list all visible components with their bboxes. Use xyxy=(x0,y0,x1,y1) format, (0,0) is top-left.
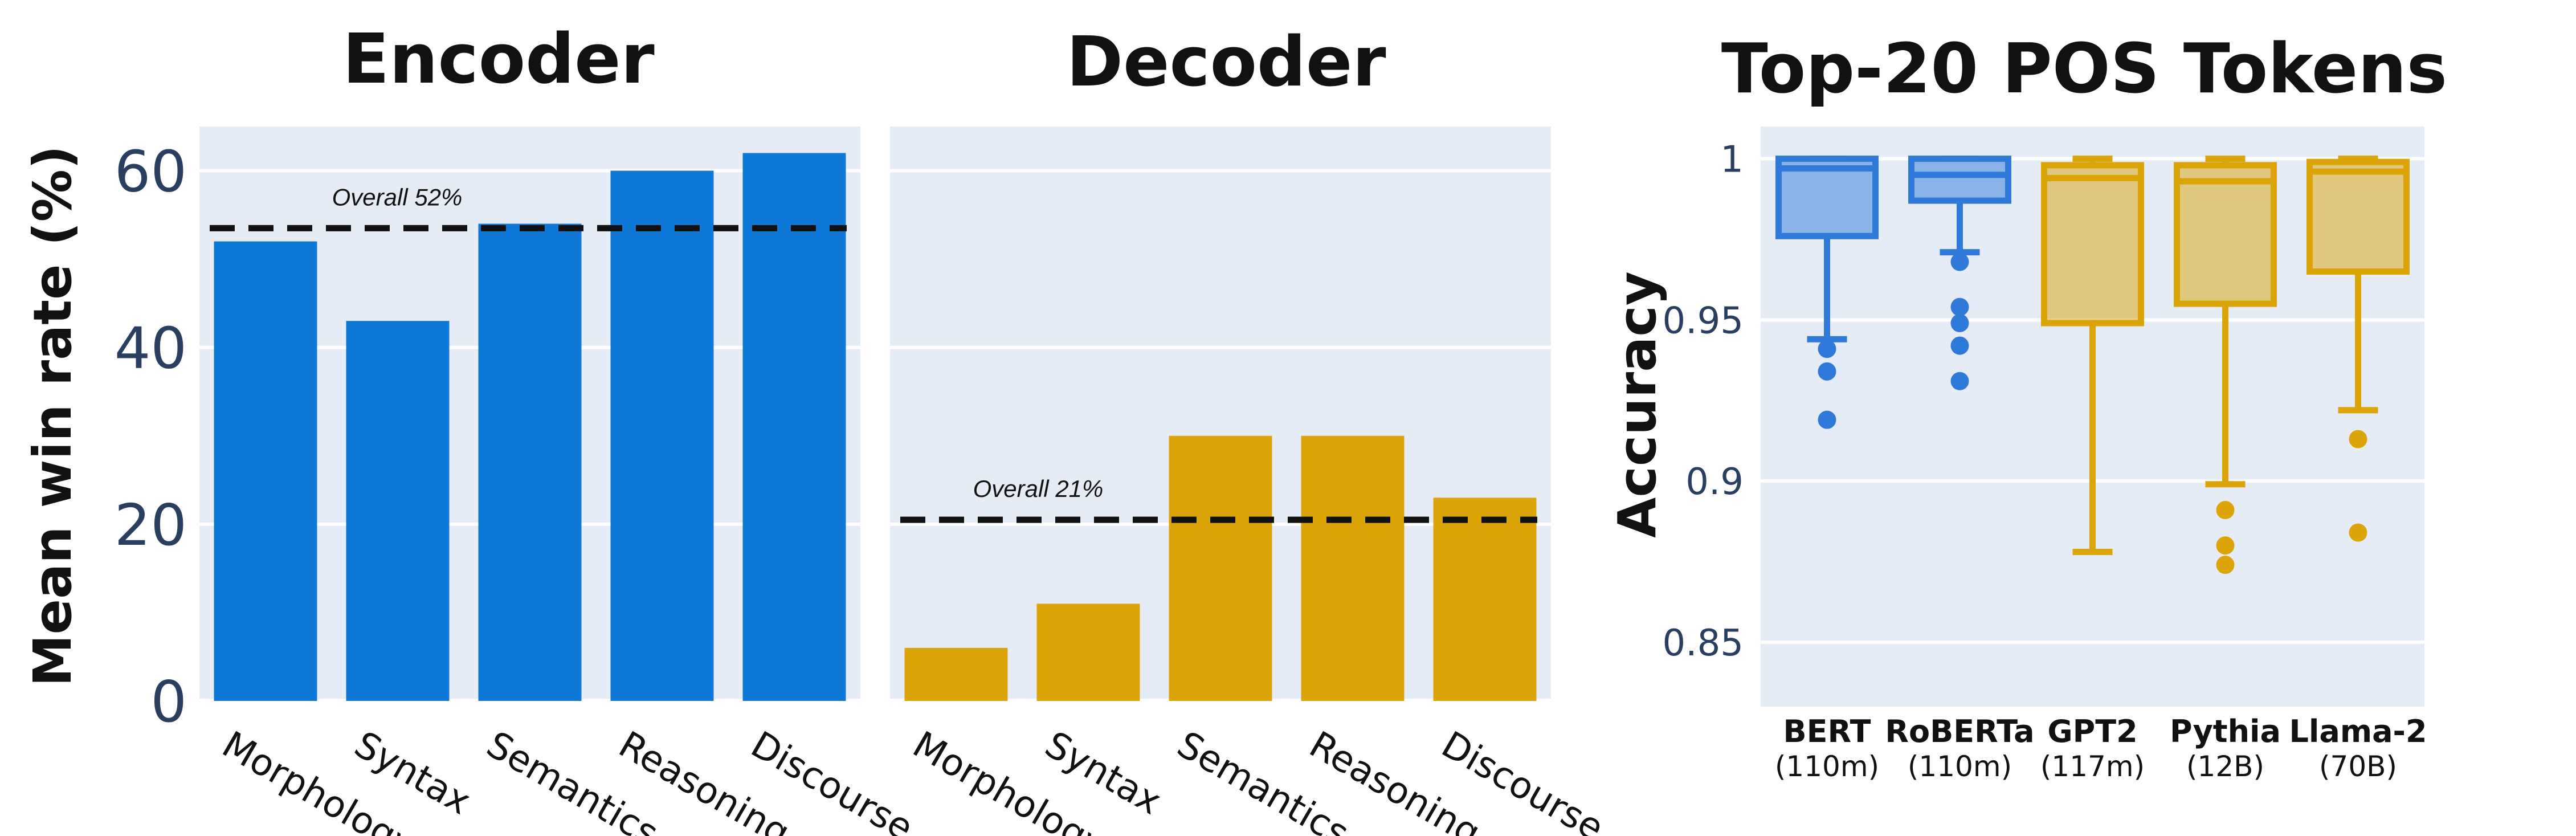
boxplot-x-tick-sublabel: (110m) xyxy=(1908,750,2012,783)
encoder-title: Encoder xyxy=(342,20,654,99)
box-iqr xyxy=(1775,156,1879,239)
box-outlier-point xyxy=(1818,340,1836,358)
encoder-y-axis-label: Mean win rate (%) xyxy=(22,145,83,687)
boxplot-x-tick-label: BERT xyxy=(1783,713,1871,749)
box-outlier-point xyxy=(1950,313,1969,332)
boxplot-y-tick-label: 0.9 xyxy=(1685,461,1744,503)
box-outlier-point xyxy=(1950,372,1969,390)
encoder-bar xyxy=(478,223,582,702)
encoder-y-tick-label: 20 xyxy=(115,492,187,558)
box-iqr xyxy=(2306,158,2410,275)
boxplot-title: Top-20 POS Tokens xyxy=(1721,30,2447,109)
decoder-bar xyxy=(904,647,1008,701)
boxplot-x-tick-label: Llama-2 xyxy=(2289,713,2427,749)
boxplot-x-tick-sublabel: (12B) xyxy=(2186,750,2264,783)
box-outlier-point xyxy=(2216,556,2235,574)
encoder-bar xyxy=(742,153,846,701)
decoder-bar xyxy=(1036,603,1140,701)
box-outlier-point xyxy=(2216,536,2235,555)
box-outlier-point xyxy=(1950,336,1969,355)
encoder-overall-annotation: Overall 52% xyxy=(332,183,463,210)
box-outlier-point xyxy=(1818,362,1836,381)
encoder-bar xyxy=(214,241,317,702)
box-outlier-point xyxy=(1950,252,1969,271)
boxplot-chart: Top-20 POS Tokens Accuracy 0.85 0.9 0.95 1 B… xyxy=(1607,30,2447,783)
boxplot-y-tick-label: 0.95 xyxy=(1663,300,1744,342)
box-iqr xyxy=(2041,162,2144,327)
box-iqr xyxy=(1908,156,2011,204)
encoder-chart: Encoder Mean win rate (%) 0204060Morphol… xyxy=(22,20,920,836)
encoder-y-tick-label: 0 xyxy=(150,668,187,735)
boxplot-x-tick-sublabel: (117m) xyxy=(2040,750,2145,783)
boxplot-y-tick-label: 0.85 xyxy=(1663,622,1744,664)
decoder-overall-annotation: Overall 21% xyxy=(973,475,1104,502)
boxplot-x-tick-label: Pythia xyxy=(2170,713,2281,749)
boxplot-x-tick-label: GPT2 xyxy=(2047,713,2137,749)
decoder-bar xyxy=(1433,497,1537,701)
box-outlier-point xyxy=(2349,430,2367,448)
decoder-title: Decoder xyxy=(1066,23,1386,102)
decoder-bar xyxy=(1301,435,1405,701)
box-outlier-point xyxy=(1950,297,1969,316)
decoder-bar xyxy=(1169,435,1272,701)
boxplot-x-tick-label: RoBERTa xyxy=(1885,713,2034,749)
boxplot-y-axis-label: Accuracy xyxy=(1607,271,1668,538)
encoder-bar xyxy=(610,170,714,701)
boxplot-y-tick-label: 1 xyxy=(1720,139,1744,181)
boxplot-x-tick-sublabel: (110m) xyxy=(1775,750,1879,783)
box-outlier-point xyxy=(2349,523,2367,542)
encoder-y-tick-label: 60 xyxy=(115,138,187,205)
encoder-y-tick-label: 40 xyxy=(115,315,187,382)
encoder-bar xyxy=(346,321,450,701)
box-outlier-point xyxy=(2216,501,2235,520)
box-iqr xyxy=(2174,162,2277,307)
box-outlier-point xyxy=(1818,410,1836,429)
boxplot-x-tick-sublabel: (70B) xyxy=(2319,750,2397,783)
